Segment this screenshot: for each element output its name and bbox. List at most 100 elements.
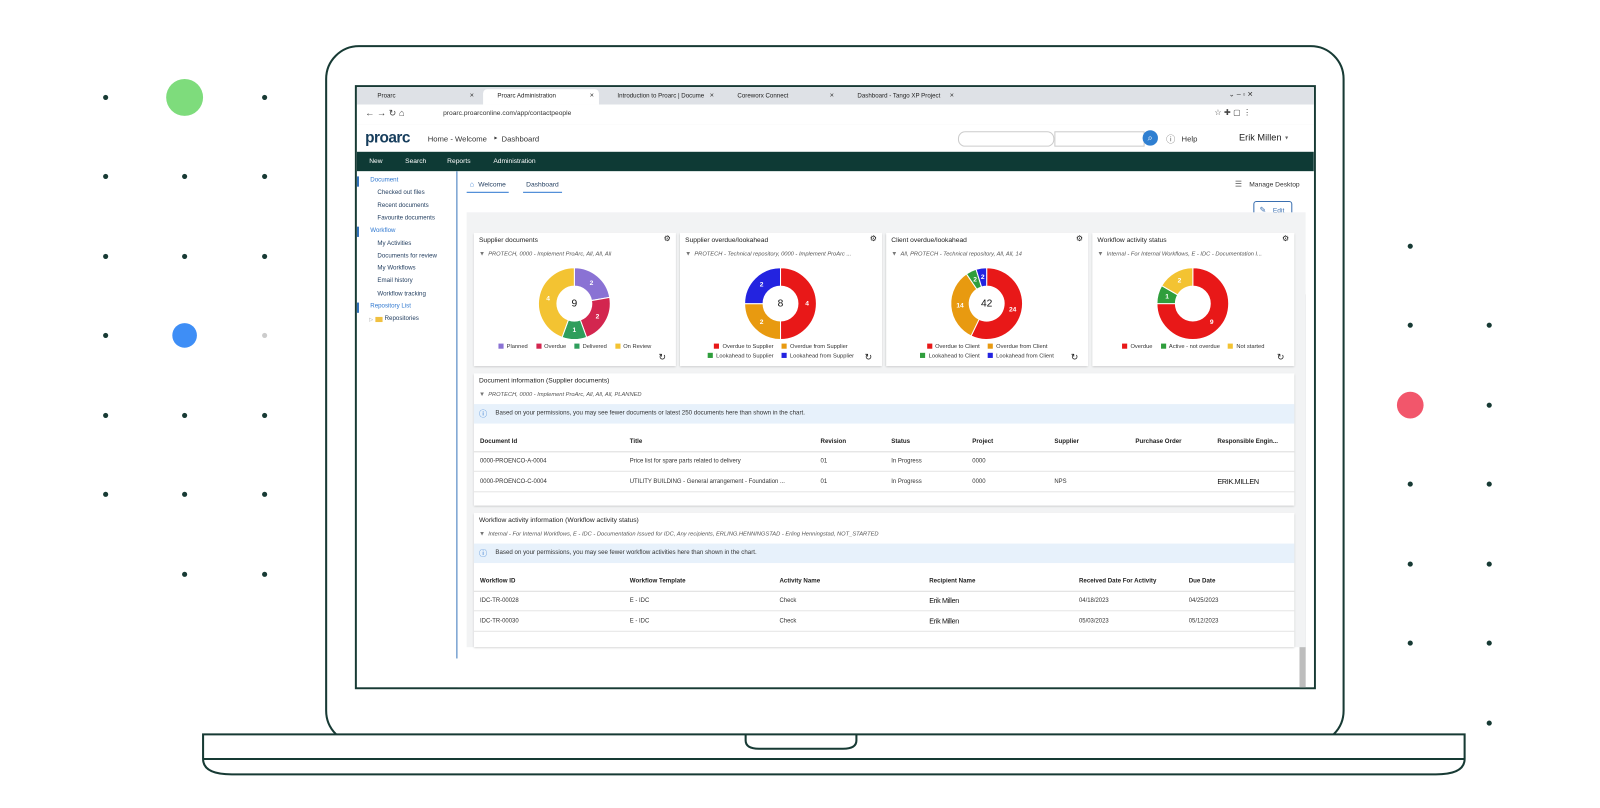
browser-tab[interactable]: Introduction to Proarc | Docume <box>617 93 705 100</box>
column-header[interactable]: Purchase Order <box>1135 438 1182 446</box>
breadcrumb-current[interactable]: Dashboard <box>501 134 540 144</box>
column-header[interactable]: Received Date For Activity <box>1078 578 1157 585</box>
legend-item[interactable]: Overdue to Client <box>926 343 980 350</box>
search-button[interactable]: ⌕ <box>1142 130 1158 146</box>
column-header[interactable]: Workflow ID <box>479 578 516 585</box>
sidebar-item[interactable]: Checked out files <box>377 190 425 197</box>
url[interactable]: proarc.proarconline.com/app/contactpeopl… <box>443 109 572 117</box>
browser-tab[interactable]: Proarc Administration <box>483 89 599 105</box>
legend-item[interactable]: Delivered <box>574 343 607 350</box>
refresh-icon[interactable]: ↻ <box>864 351 873 363</box>
help-icon[interactable]: ⓘ <box>1166 134 1176 145</box>
legend-item[interactable]: Overdue from Supplier <box>781 343 848 350</box>
section-marker <box>356 226 359 238</box>
sidebar-item[interactable]: My Activities <box>377 240 412 247</box>
nav-item[interactable]: New <box>369 157 383 166</box>
tab-close[interactable]: × <box>829 92 834 100</box>
browser-tab[interactable]: Coreworx Connect <box>737 93 789 100</box>
sidebar-item[interactable]: My Workflows <box>377 265 416 272</box>
tree-toggle[interactable]: ▷ <box>369 317 374 324</box>
sidebar-item[interactable]: Favourite documents <box>377 215 435 222</box>
tab-close[interactable]: × <box>589 92 594 100</box>
user-name[interactable]: Erik Millen <box>1238 132 1282 143</box>
settings-icon[interactable]: ⚙ <box>1075 233 1084 244</box>
help[interactable]: Help <box>1181 134 1198 144</box>
donut-segment[interactable] <box>779 267 817 341</box>
tab-close[interactable]: × <box>709 92 714 100</box>
page-tab[interactable]: ⌂ Welcome <box>466 179 509 193</box>
tab-close[interactable]: × <box>469 92 474 100</box>
page-tab-label: Dashboard <box>526 181 559 189</box>
sidebar-item[interactable]: Workflow tracking <box>377 290 426 298</box>
main: ⌂ Welcome Dashboard ☰ Manage Desktop ✎ Edi… <box>457 171 1314 688</box>
settings-icon[interactable]: ⚙ <box>869 233 878 244</box>
column-header[interactable]: Title <box>629 438 643 446</box>
sidebar-section[interactable]: Workflow <box>370 227 396 235</box>
browser-actions[interactable]: ☆ ✚ ▢ ⋮ <box>1214 107 1252 117</box>
table-cell: 01 <box>820 458 828 465</box>
legend-item[interactable]: Active - not overdue <box>1160 343 1220 350</box>
nav-item[interactable]: Reports <box>447 157 471 166</box>
legend-item[interactable]: Lookahead to Supplier <box>707 352 774 359</box>
donut-segment[interactable] <box>1161 267 1194 296</box>
sidebar-item[interactable]: Email history <box>377 278 413 285</box>
legend-item[interactable]: Overdue <box>535 343 566 350</box>
legend-item[interactable]: Lookahead from Client <box>987 352 1054 359</box>
sidebar-section[interactable]: Document <box>370 177 399 184</box>
nav-item[interactable]: Administration <box>493 157 536 166</box>
legend-item[interactable]: Overdue <box>1122 343 1152 350</box>
manage-desktop[interactable]: Manage Desktop <box>1249 181 1300 189</box>
browser-tab[interactable]: Proarc <box>377 93 396 100</box>
sidebar-section[interactable]: Repository List <box>370 303 411 310</box>
column-header[interactable]: Recipient Name <box>929 578 976 585</box>
donut-segment[interactable] <box>1156 267 1230 340</box>
legend-label: Lookahead to Client <box>928 352 980 359</box>
home-icon: ⌂ <box>469 181 475 189</box>
settings-icon[interactable]: ⚙ <box>1282 233 1290 244</box>
legend-label: Planned <box>506 344 528 351</box>
donut-segment[interactable] <box>744 267 782 305</box>
page-tab[interactable]: Dashboard <box>523 179 562 193</box>
browser-tab-bar: Proarc × Proarc Administration × Introductio… <box>356 87 1314 105</box>
donut-segment[interactable] <box>950 273 980 337</box>
legend-item[interactable]: Lookahead from Supplier <box>781 352 854 359</box>
legend-item[interactable]: Planned <box>498 343 528 351</box>
column-header[interactable]: Status <box>891 438 911 446</box>
donut-segment[interactable] <box>970 267 1024 340</box>
manage-icon[interactable]: ☰ <box>1234 179 1243 189</box>
column-header[interactable]: Responsible Engin... <box>1217 438 1278 446</box>
search-input[interactable] <box>1054 131 1145 147</box>
settings-icon[interactable]: ⚙ <box>663 233 671 244</box>
window-controls[interactable]: ⌄ – ▫ ✕ <box>1228 91 1254 99</box>
column-header[interactable]: Revision <box>820 438 847 446</box>
column-header[interactable]: Project <box>972 438 994 446</box>
sidebar-item[interactable]: Recent documents <box>377 202 429 209</box>
nav-buttons[interactable]: ← → ↻ ⌂ <box>365 107 405 118</box>
column-header[interactable]: Activity Name <box>779 578 821 585</box>
breadcrumb-home[interactable]: Home - Welcome <box>427 134 487 144</box>
column-header[interactable]: Supplier <box>1054 438 1079 446</box>
donut-segment[interactable] <box>975 267 988 288</box>
project-select[interactable] <box>957 131 1055 147</box>
refresh-icon[interactable]: ↻ <box>1276 351 1285 363</box>
tab-close[interactable]: × <box>949 92 954 100</box>
decor-circle <box>1396 391 1424 419</box>
segment-label: 2 <box>981 274 985 281</box>
column-header[interactable]: Due Date <box>1188 578 1216 585</box>
refresh-icon[interactable]: ↻ <box>1070 351 1079 363</box>
legend-item[interactable]: Lookahead to Client <box>920 352 980 359</box>
legend-item[interactable]: On Review <box>615 343 651 350</box>
nav-item[interactable]: Search <box>405 157 427 166</box>
donut-segment[interactable] <box>537 267 575 338</box>
legend-item[interactable]: Overdue from Client <box>987 343 1047 350</box>
sidebar-item[interactable]: Documents for review <box>377 253 437 260</box>
column-header[interactable]: Workflow Template <box>629 578 686 585</box>
refresh-icon[interactable]: ↻ <box>658 351 667 363</box>
legend-item[interactable]: Not started <box>1228 343 1264 350</box>
legend-item[interactable]: Overdue to Supplier <box>714 343 774 350</box>
sidebar-item[interactable]: Repositories <box>384 316 419 323</box>
info-icon: ⓘ <box>478 409 488 419</box>
browser-tab[interactable]: Dashboard - Tango XP Project <box>857 93 941 100</box>
logo[interactable]: proarc <box>365 129 410 147</box>
column-header[interactable]: Document Id <box>479 438 518 446</box>
